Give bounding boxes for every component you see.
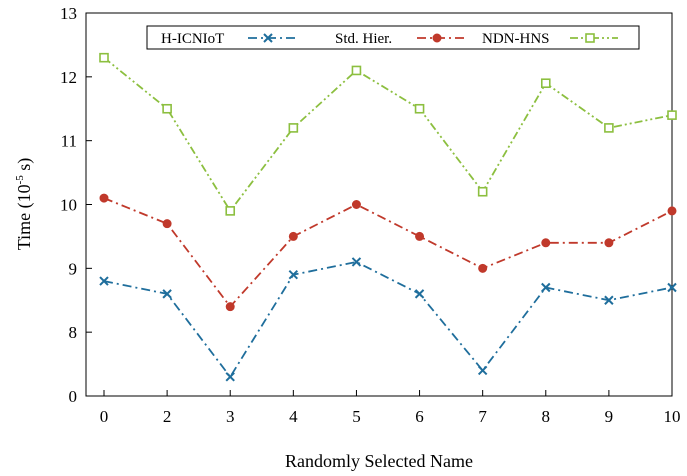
x-tick-label: 4 (289, 407, 298, 426)
legend-label: NDN-HNS (482, 31, 550, 47)
series-2 (99, 193, 677, 312)
series-line (103, 56, 673, 213)
point-marker (99, 193, 109, 203)
point-marker (604, 295, 614, 305)
y-tick-label: 9 (69, 259, 78, 278)
point-marker (415, 231, 425, 241)
point-marker (667, 206, 677, 216)
x-tick-label: 7 (478, 407, 487, 426)
legend-label: H-ICNIoT (161, 31, 224, 47)
legend: H-ICNIoT Std. Hier. NDN-HNS (146, 25, 640, 50)
legend-entry: NDN-HNS (482, 31, 618, 47)
point-marker (414, 103, 425, 114)
point-marker (263, 33, 273, 43)
y-axis-title: Time (10-5 s) (14, 158, 35, 251)
point-marker (99, 276, 109, 286)
series-line (103, 261, 673, 379)
legend-label: Std. Hier. (335, 31, 392, 47)
point-marker (225, 372, 235, 382)
series-layer (99, 52, 677, 382)
point-marker (351, 65, 362, 76)
series-1 (99, 257, 677, 382)
point-marker (667, 110, 677, 120)
point-marker (540, 78, 551, 89)
x-axis-title: Randomly Selected Name (285, 451, 473, 471)
point-marker (414, 289, 425, 299)
point-marker (541, 282, 551, 293)
point-marker (225, 206, 236, 216)
x-tick-label: 3 (226, 407, 235, 426)
point-marker (288, 270, 299, 280)
x-tick-label: 2 (163, 407, 172, 426)
x-tick-label: 8 (542, 407, 551, 426)
point-marker (225, 302, 235, 312)
point-marker (162, 289, 172, 299)
point-marker (667, 282, 677, 293)
legend-box (146, 25, 640, 50)
y-tick-label: 0 (69, 387, 78, 406)
point-marker (477, 186, 488, 197)
point-marker (288, 123, 299, 133)
point-marker (585, 33, 595, 43)
y-tick-label: 13 (60, 4, 77, 23)
series-line (103, 197, 673, 309)
point-marker (432, 33, 442, 43)
x-tick-label: 5 (352, 407, 361, 426)
legend-entry: Std. Hier. (335, 31, 465, 47)
legend-items: H-ICNIoT Std. Hier. NDN-HNS (161, 31, 618, 47)
point-marker (162, 103, 172, 114)
y-tick-label: 8 (69, 323, 78, 342)
y-tick-label: 11 (61, 132, 77, 151)
series-3 (99, 52, 677, 216)
x-axis: 0 2 3 4 5 6 7 8 9 10 (100, 390, 681, 426)
point-marker (351, 257, 362, 267)
point-marker (477, 365, 488, 376)
x-tick-label: 6 (415, 407, 424, 426)
legend-entry: H-ICNIoT (161, 31, 296, 47)
point-marker (604, 123, 614, 133)
point-marker (478, 263, 488, 273)
y-axis-title-sup: -5 (14, 175, 26, 185)
point-marker (541, 238, 551, 248)
y-axis-title-main: Time (10 (14, 184, 35, 250)
point-marker (604, 238, 614, 248)
y-tick-label: 12 (60, 68, 77, 87)
y-tick-label: 10 (60, 196, 77, 215)
x-tick-label: 9 (605, 407, 614, 426)
point-marker (99, 52, 109, 63)
point-marker (351, 200, 361, 209)
y-axis-title-tail: s) (14, 158, 35, 176)
y-axis: 0 8 9 10 11 12 13 (60, 4, 92, 406)
point-marker (162, 219, 172, 229)
plot-area-frame (85, 12, 673, 397)
point-marker (288, 231, 298, 241)
x-tick-label: 0 (100, 407, 109, 426)
x-tick-label: 10 (664, 407, 681, 426)
